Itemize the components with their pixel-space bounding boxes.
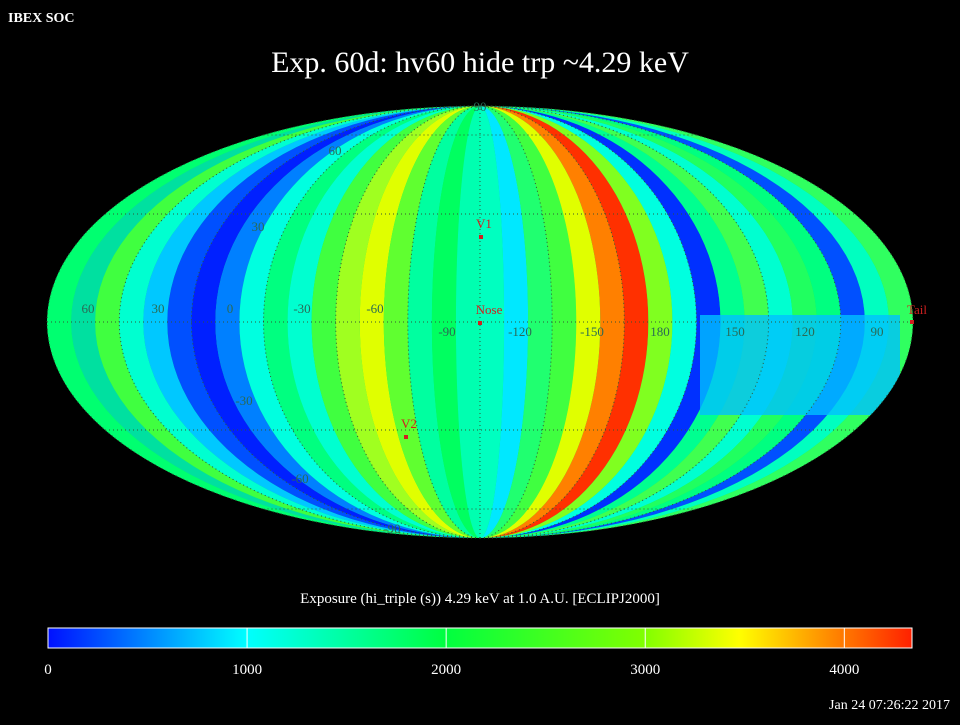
- colorbar-tick-label: 3000: [630, 662, 660, 678]
- latitude-label: -60: [291, 471, 308, 486]
- marker-label: Tail: [907, 302, 927, 317]
- colorbar: [47, 627, 913, 649]
- latitude-label: 30: [252, 219, 265, 234]
- source: IBEX SOC: [8, 11, 75, 26]
- latitude-label: -30: [235, 393, 252, 408]
- colorbar-tick-label: 4000: [829, 662, 859, 678]
- title: Exp. 60d: hv60 hide trp ~4.29 keV: [271, 46, 689, 79]
- marker-dot: [404, 435, 408, 439]
- longitude-label: 180: [650, 324, 670, 339]
- exposure-band: [480, 106, 529, 538]
- longitude-label: -90: [438, 324, 455, 339]
- colorbar-tick-label: 2000: [431, 662, 461, 678]
- timestamp: Jan 24 07:26:22 2017: [829, 698, 950, 713]
- longitude-label: -30: [293, 301, 310, 316]
- longitude-label: 120: [795, 324, 815, 339]
- exposure-band: [480, 106, 625, 538]
- exposure-band: [383, 106, 480, 538]
- exposure-band: [335, 106, 480, 538]
- marker-dot: [478, 321, 482, 325]
- longitude-label: -150: [580, 324, 604, 339]
- colorbar-tick-label: 0: [44, 662, 52, 678]
- longitude-label: -60: [366, 301, 383, 316]
- exposure-patch: [700, 315, 900, 415]
- latitude-label: 90: [474, 99, 487, 114]
- marker-dot: [479, 235, 483, 239]
- exposure-band: [480, 106, 553, 538]
- longitude-label: 90: [871, 324, 884, 339]
- marker-label: Nose: [476, 302, 503, 317]
- colorbar-label: Exposure (hi_triple (s)) 4.29 keV at 1.0…: [300, 591, 660, 607]
- latitude-label: -90: [383, 521, 400, 536]
- longitude-label: -120: [508, 324, 532, 339]
- colorbar-tick-label: 1000: [232, 662, 262, 678]
- exposure-band: [480, 106, 649, 538]
- longitude-label: 30: [152, 301, 165, 316]
- exposure-band: [480, 106, 601, 538]
- marker-dot: [910, 320, 914, 324]
- longitude-label: 0: [227, 301, 234, 316]
- marker-label: V2: [401, 416, 417, 431]
- longitude-label: 60: [82, 301, 95, 316]
- exposure-band: [480, 106, 505, 538]
- latitude-label: 60: [329, 143, 342, 158]
- longitude-label: 150: [725, 324, 745, 339]
- exposure-band: [480, 106, 577, 538]
- map-overlay: 60 30 0 -30 -60 -90 -120 -150 180 150 120 90 90 60 30 -…: [46, 99, 927, 539]
- colorbar-ticks: 0 1000 2000 3000 4000: [44, 628, 859, 678]
- marker-label: V1: [476, 216, 492, 231]
